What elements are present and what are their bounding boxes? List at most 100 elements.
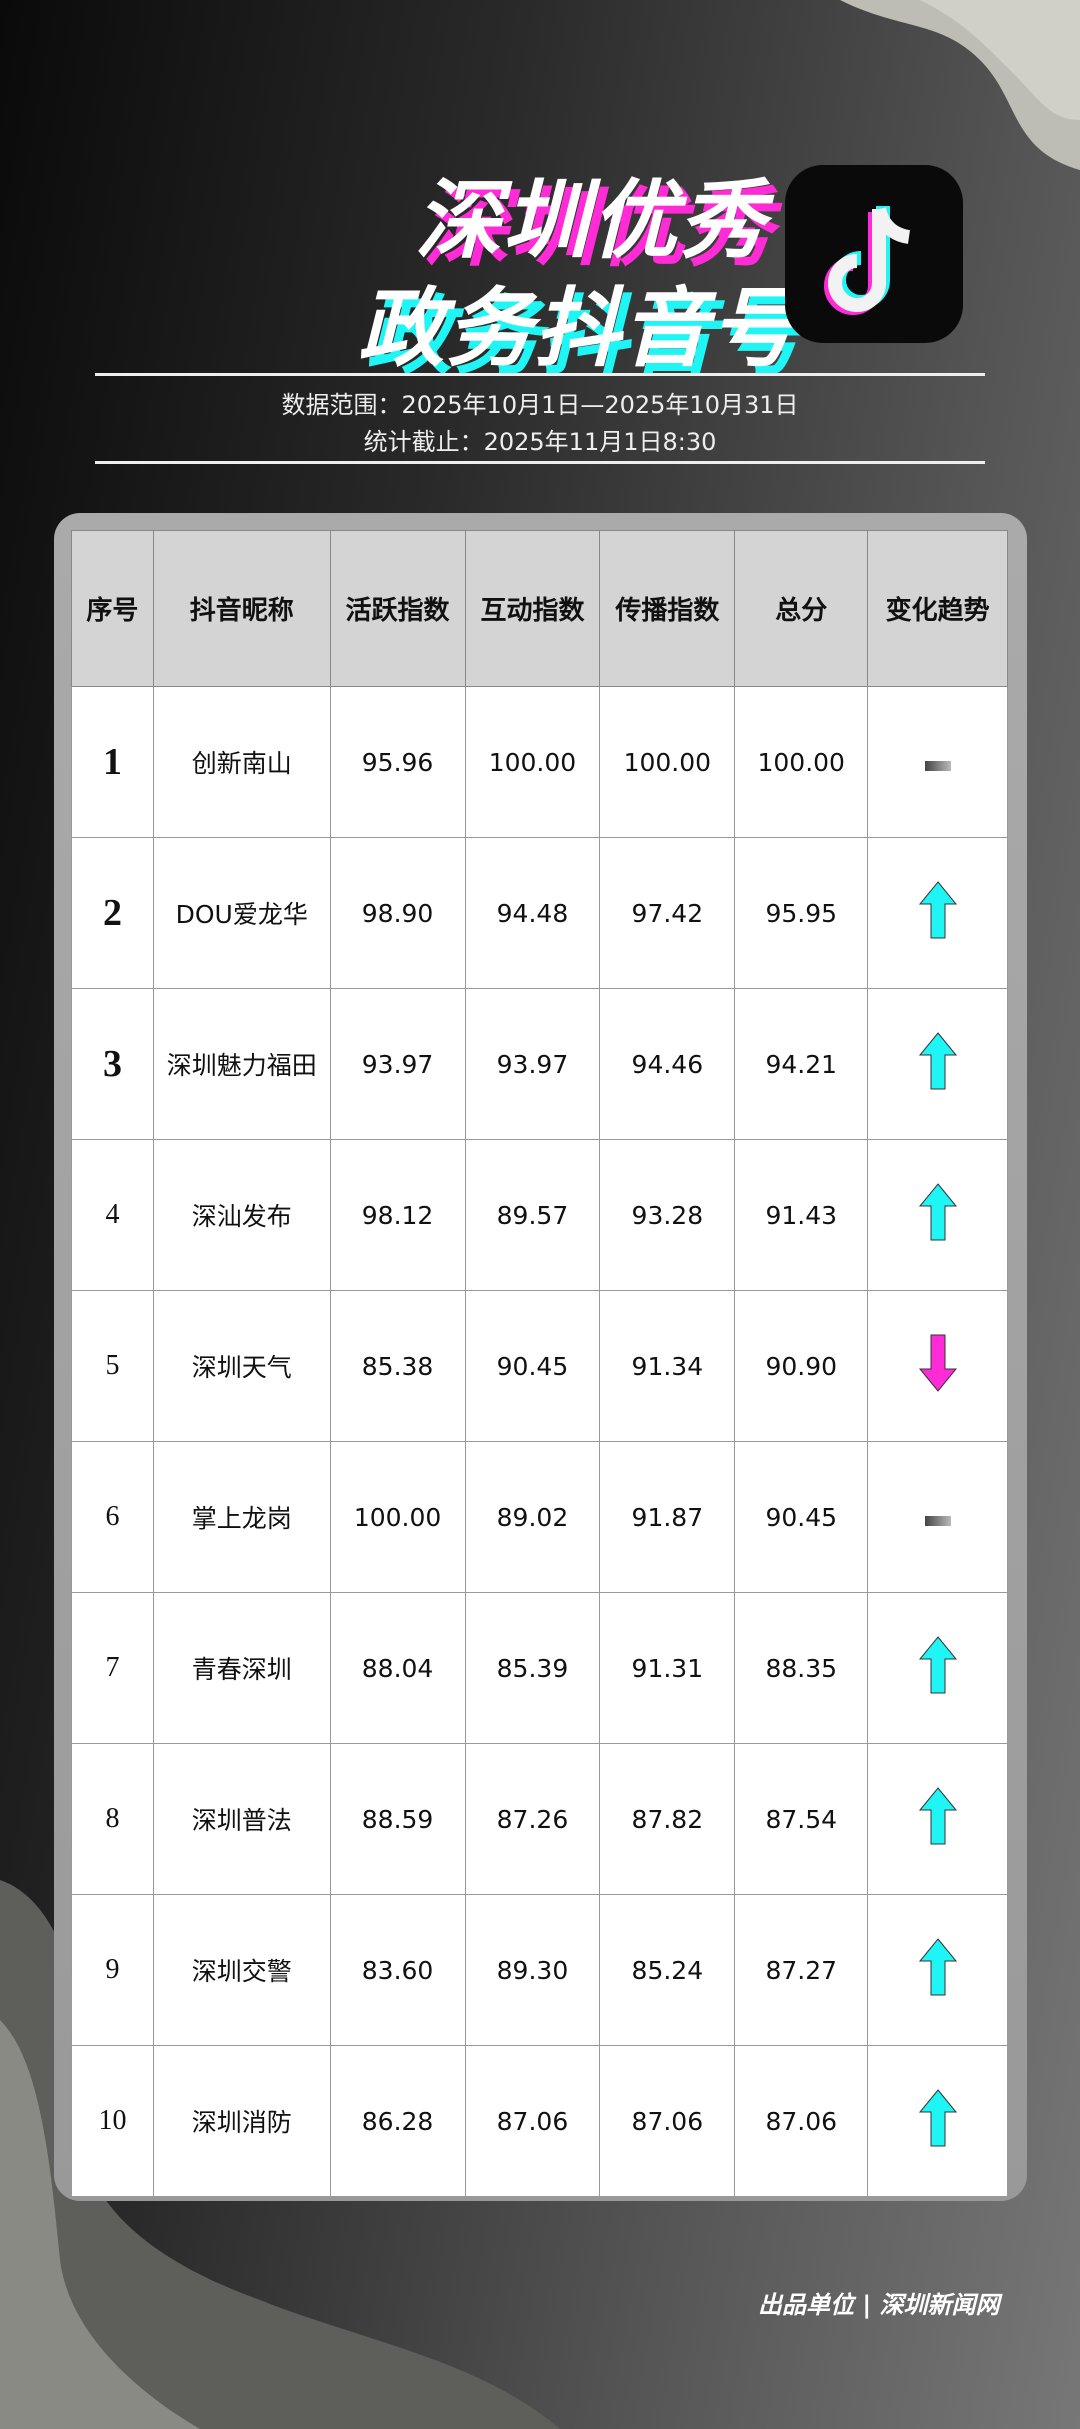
interaction-index-cell: 93.97 xyxy=(464,988,601,1140)
total-cell: 91.43 xyxy=(734,1139,869,1291)
table-row: 5 深圳天气 85.38 90.45 91.34 90.90 xyxy=(71,1290,1008,1442)
table-header-row: 序号 抖音昵称 活跃指数 互动指数 传播指数 总分 变化趋势 xyxy=(71,530,1008,687)
spread-index-cell: 87.06 xyxy=(599,2045,736,2197)
active-index-cell: 88.04 xyxy=(329,1592,466,1744)
trend-cell xyxy=(867,1441,1008,1593)
total-cell: 94.21 xyxy=(734,988,869,1140)
trend-cell xyxy=(867,1592,1008,1744)
total-cell: 87.54 xyxy=(734,1743,869,1895)
total-cell: 100.00 xyxy=(734,686,869,838)
active-index-cell: 98.90 xyxy=(329,837,466,989)
total-cell: 95.95 xyxy=(734,837,869,989)
active-index-cell: 93.97 xyxy=(329,988,466,1140)
active-index-cell: 95.96 xyxy=(329,686,466,838)
table-row: 6 掌上龙岗 100.00 89.02 91.87 90.45 xyxy=(71,1441,1008,1593)
interaction-index-cell: 89.30 xyxy=(464,1894,601,2046)
header-rank: 序号 xyxy=(71,530,154,687)
total-cell: 90.45 xyxy=(734,1441,869,1593)
active-index-cell: 86.28 xyxy=(329,2045,466,2197)
up-arrow-icon xyxy=(918,881,957,939)
trend-cell xyxy=(867,2045,1008,2197)
table-row: 8 深圳普法 88.59 87.26 87.82 87.54 xyxy=(71,1743,1008,1895)
rank-cell: 1 xyxy=(71,686,154,838)
interaction-index-cell: 87.26 xyxy=(464,1743,601,1895)
header-trend: 变化趋势 xyxy=(867,530,1008,687)
interaction-index-cell: 100.00 xyxy=(464,686,601,838)
active-index-cell: 85.38 xyxy=(329,1290,466,1442)
nickname-cell: 掌上龙岗 xyxy=(152,1441,331,1593)
trend-cell xyxy=(867,1290,1008,1442)
flat-trend-icon xyxy=(924,760,951,771)
up-arrow-icon xyxy=(918,1938,957,1996)
up-arrow-icon xyxy=(918,1787,957,1845)
total-cell: 87.06 xyxy=(734,2045,869,2197)
rank-cell: 3 xyxy=(71,988,154,1140)
title-line-2: 政务抖音号 xyxy=(358,279,798,379)
interaction-index-cell: 94.48 xyxy=(464,837,601,989)
cutoff-text: 统计截止：2025年11月1日8:30 xyxy=(363,428,717,456)
interaction-index-cell: 89.57 xyxy=(464,1139,601,1291)
ranking-table: 序号 抖音昵称 活跃指数 互动指数 传播指数 总分 变化趋势 1 创新南山 95.9… xyxy=(71,530,1008,2197)
table-row: 3 深圳魅力福田 93.97 93.97 94.46 94.21 xyxy=(71,988,1008,1140)
interaction-index-cell: 85.39 xyxy=(464,1592,601,1744)
spread-index-cell: 94.46 xyxy=(599,988,736,1140)
rank-cell: 7 xyxy=(71,1592,154,1744)
divider-bottom xyxy=(95,461,985,464)
interaction-index-cell: 90.45 xyxy=(464,1290,601,1442)
spread-index-cell: 85.24 xyxy=(599,1894,736,2046)
rank-cell: 2 xyxy=(71,837,154,989)
trend-cell xyxy=(867,1894,1008,2046)
header-total: 总分 xyxy=(734,530,869,687)
header-spread-index: 传播指数 xyxy=(599,530,736,687)
interaction-index-cell: 89.02 xyxy=(464,1441,601,1593)
decorative-wave-top-right xyxy=(840,0,1080,170)
spread-index-cell: 93.28 xyxy=(599,1139,736,1291)
rank-cell: 9 xyxy=(71,1894,154,2046)
spread-index-cell: 91.31 xyxy=(599,1592,736,1744)
trend-cell xyxy=(867,837,1008,989)
active-index-cell: 100.00 xyxy=(329,1441,466,1593)
header-active-index: 活跃指数 xyxy=(329,530,466,687)
decorative-wave-bottom-left xyxy=(0,1880,560,2429)
nickname-cell: 深圳交警 xyxy=(152,1894,331,2046)
trend-cell xyxy=(867,1743,1008,1895)
header-interaction-index: 互动指数 xyxy=(464,530,601,687)
interaction-index-cell: 87.06 xyxy=(464,2045,601,2197)
trend-cell xyxy=(867,988,1008,1140)
up-arrow-icon xyxy=(918,1183,957,1241)
flat-trend-icon xyxy=(924,1515,951,1526)
douyin-logo xyxy=(785,165,963,343)
rank-cell: 4 xyxy=(71,1139,154,1291)
nickname-cell: 深圳普法 xyxy=(152,1743,331,1895)
table-row: 7 青春深圳 88.04 85.39 91.31 88.35 xyxy=(71,1592,1008,1744)
down-arrow-icon xyxy=(918,1334,957,1392)
data-range-text: 数据范围：2025年10月1日—2025年10月31日 xyxy=(281,391,799,419)
divider-top xyxy=(95,373,985,376)
rank-cell: 6 xyxy=(71,1441,154,1593)
table-row: 1 创新南山 95.96 100.00 100.00 100.00 xyxy=(71,686,1008,838)
total-cell: 90.90 xyxy=(734,1290,869,1442)
rank-cell: 5 xyxy=(71,1290,154,1442)
nickname-cell: 深圳消防 xyxy=(152,2045,331,2197)
nickname-cell: 青春深圳 xyxy=(152,1592,331,1744)
spread-index-cell: 91.87 xyxy=(599,1441,736,1593)
active-index-cell: 98.12 xyxy=(329,1139,466,1291)
nickname-cell: DOU爱龙华 xyxy=(152,837,331,989)
up-arrow-icon xyxy=(918,1032,957,1090)
spread-index-cell: 100.00 xyxy=(599,686,736,838)
rank-cell: 8 xyxy=(71,1743,154,1895)
douyin-music-note-icon xyxy=(824,206,911,315)
table-row: 2 DOU爱龙华 98.90 94.48 97.42 95.95 xyxy=(71,837,1008,989)
trend-cell xyxy=(867,1139,1008,1291)
up-arrow-icon xyxy=(918,1636,957,1694)
trend-cell xyxy=(867,686,1008,838)
nickname-cell: 深圳天气 xyxy=(152,1290,331,1442)
nickname-cell: 深圳魅力福田 xyxy=(152,988,331,1140)
total-cell: 88.35 xyxy=(734,1592,869,1744)
nickname-cell: 创新南山 xyxy=(152,686,331,838)
header-nickname: 抖音昵称 xyxy=(152,530,331,687)
up-arrow-icon xyxy=(918,2089,957,2147)
table-row: 4 深汕发布 98.12 89.57 93.28 91.43 xyxy=(71,1139,1008,1291)
active-index-cell: 88.59 xyxy=(329,1743,466,1895)
total-cell: 87.27 xyxy=(734,1894,869,2046)
